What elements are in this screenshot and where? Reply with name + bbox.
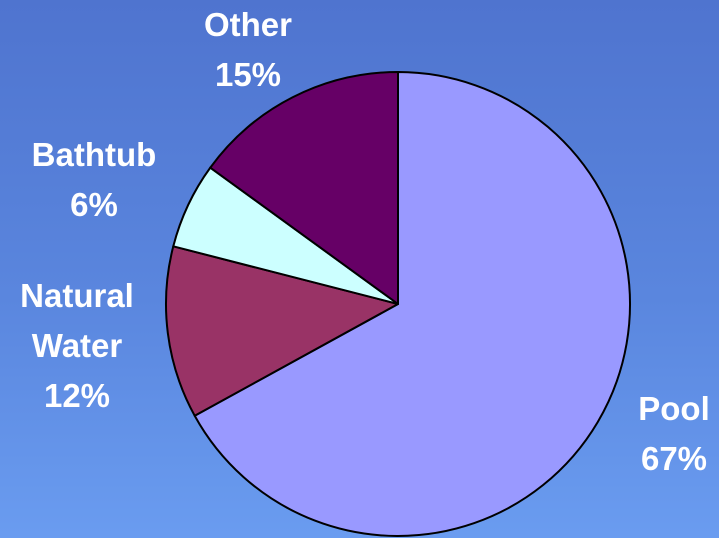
slice-label-other: Other 15% <box>188 0 308 100</box>
slice-label-other-name: Other <box>203 6 292 43</box>
slice-label-bathtub-percent: 6% <box>70 186 118 223</box>
slice-label-natural-water-percent: 12% <box>43 377 111 414</box>
slice-label-other-percent: 15% <box>214 56 282 93</box>
slice-label-pool-percent: 67% <box>640 440 708 477</box>
slice-label-bathtub: Bathtub 6% <box>12 130 176 230</box>
pie-slice-other <box>209 71 399 305</box>
slice-label-natural-water-name-line1: Natural <box>20 277 134 314</box>
pie-slice-natural-water <box>165 245 399 417</box>
slice-label-natural-water-name-line2: Water <box>31 327 123 364</box>
pie-slice-pool <box>193 71 631 537</box>
slice-label-bathtub-name: Bathtub <box>31 136 157 173</box>
slice-label-natural-water: Natural Water 12% <box>2 271 152 421</box>
slice-label-pool-name: Pool <box>638 390 710 427</box>
slice-label-pool: Pool 67% <box>628 384 719 484</box>
